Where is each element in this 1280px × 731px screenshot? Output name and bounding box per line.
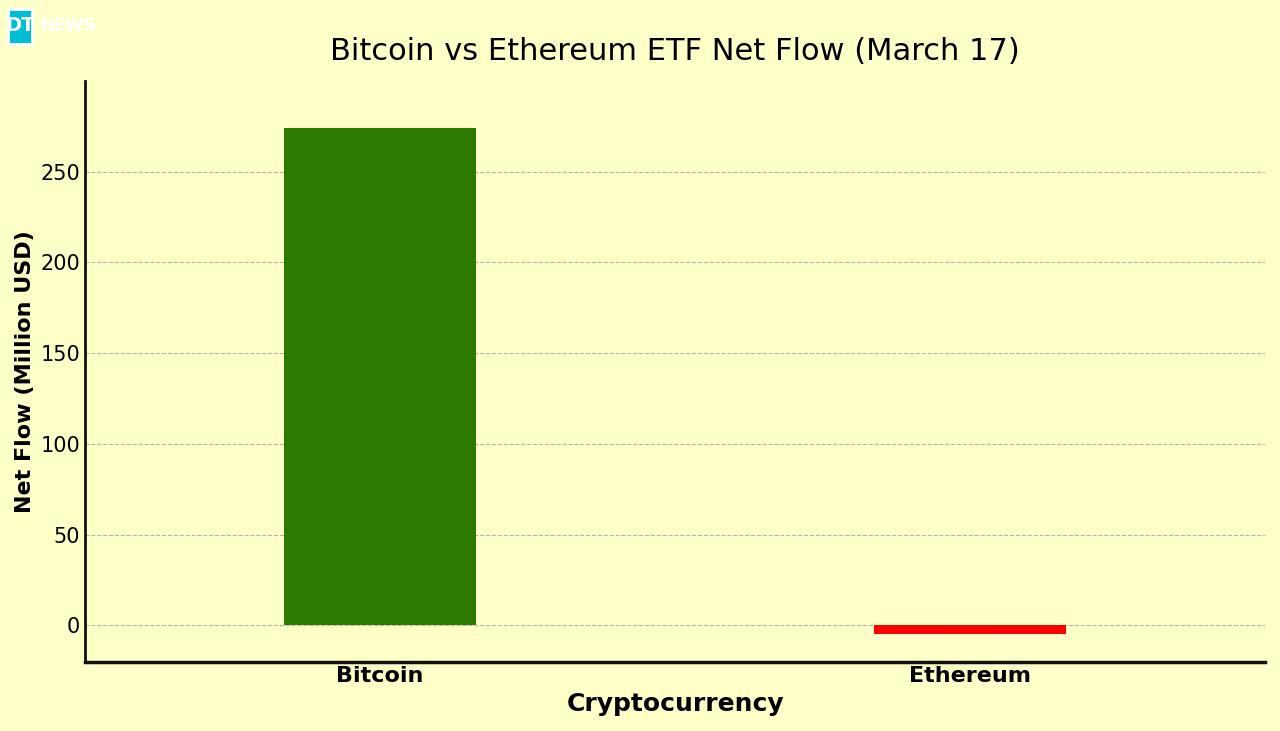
Bar — [284, 128, 476, 625]
Text: NEWS: NEWS — [41, 17, 96, 34]
Bar — [874, 625, 1066, 635]
Title: Bitcoin vs Ethereum ETF Net Flow (March 17): Bitcoin vs Ethereum ETF Net Flow (March … — [330, 37, 1020, 66]
Y-axis label: Net Flow (Million USD): Net Flow (Million USD) — [15, 230, 35, 512]
Text: DT: DT — [5, 16, 35, 35]
X-axis label: Cryptocurrency: Cryptocurrency — [566, 692, 783, 716]
FancyBboxPatch shape — [9, 9, 32, 44]
